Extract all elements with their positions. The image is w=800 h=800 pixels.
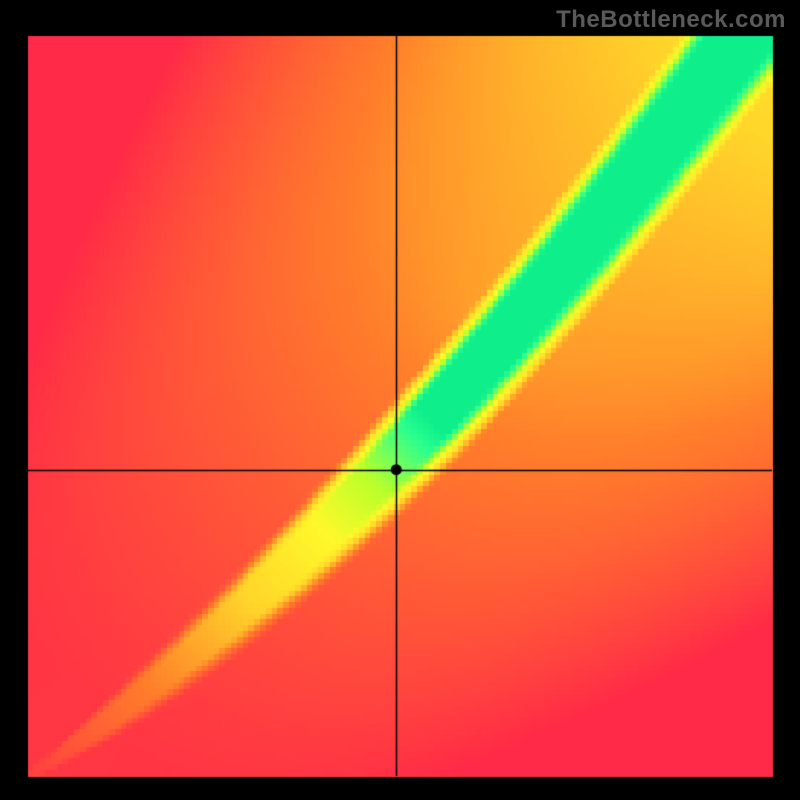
attribution-text: TheBottleneck.com <box>556 6 786 34</box>
bottleneck-heatmap <box>0 0 800 800</box>
chart-frame: { "attribution": { "text": "TheBottlenec… <box>0 0 800 800</box>
